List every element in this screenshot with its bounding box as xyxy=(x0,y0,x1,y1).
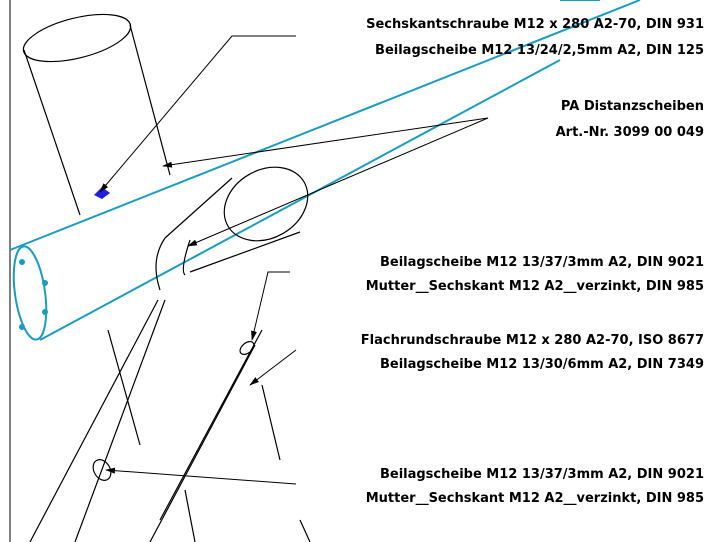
geometry xyxy=(9,0,640,542)
drawing: Sechskantschraube M12 x 280 A2-70, DIN 9… xyxy=(0,0,706,542)
annotation-text: Mutter__Sechskant M12 A2__verzinkt, DIN … xyxy=(366,491,704,506)
annotation-text: PA Distanzscheiben xyxy=(561,99,704,114)
annotation-text: Beilagscheibe M12 13/37/3mm A2, DIN 9021 xyxy=(380,255,704,270)
annotation-text: Beilagscheibe M12 13/30/6mm A2, DIN 7349 xyxy=(380,357,704,372)
annotation-text: Sechskantschraube M12 x 280 A2-70, DIN 9… xyxy=(366,17,704,32)
annotation-text: Art.-Nr. 3099 00 049 xyxy=(556,125,704,140)
annotation-text: Beilagscheibe M12 13/37/3mm A2, DIN 9021 xyxy=(380,467,704,482)
annotation-text: Beilagscheibe M12 13/24/2,5mm A2, DIN 12… xyxy=(375,43,704,58)
page: Sechskantschraube M12 x 280 A2-70, DIN 9… xyxy=(0,0,706,542)
annotation-text: Flachrundschraube M12 x 280 A2-70, ISO 8… xyxy=(361,333,704,348)
annotation-text: Mutter__Sechskant M12 A2__verzinkt, DIN … xyxy=(366,279,704,294)
